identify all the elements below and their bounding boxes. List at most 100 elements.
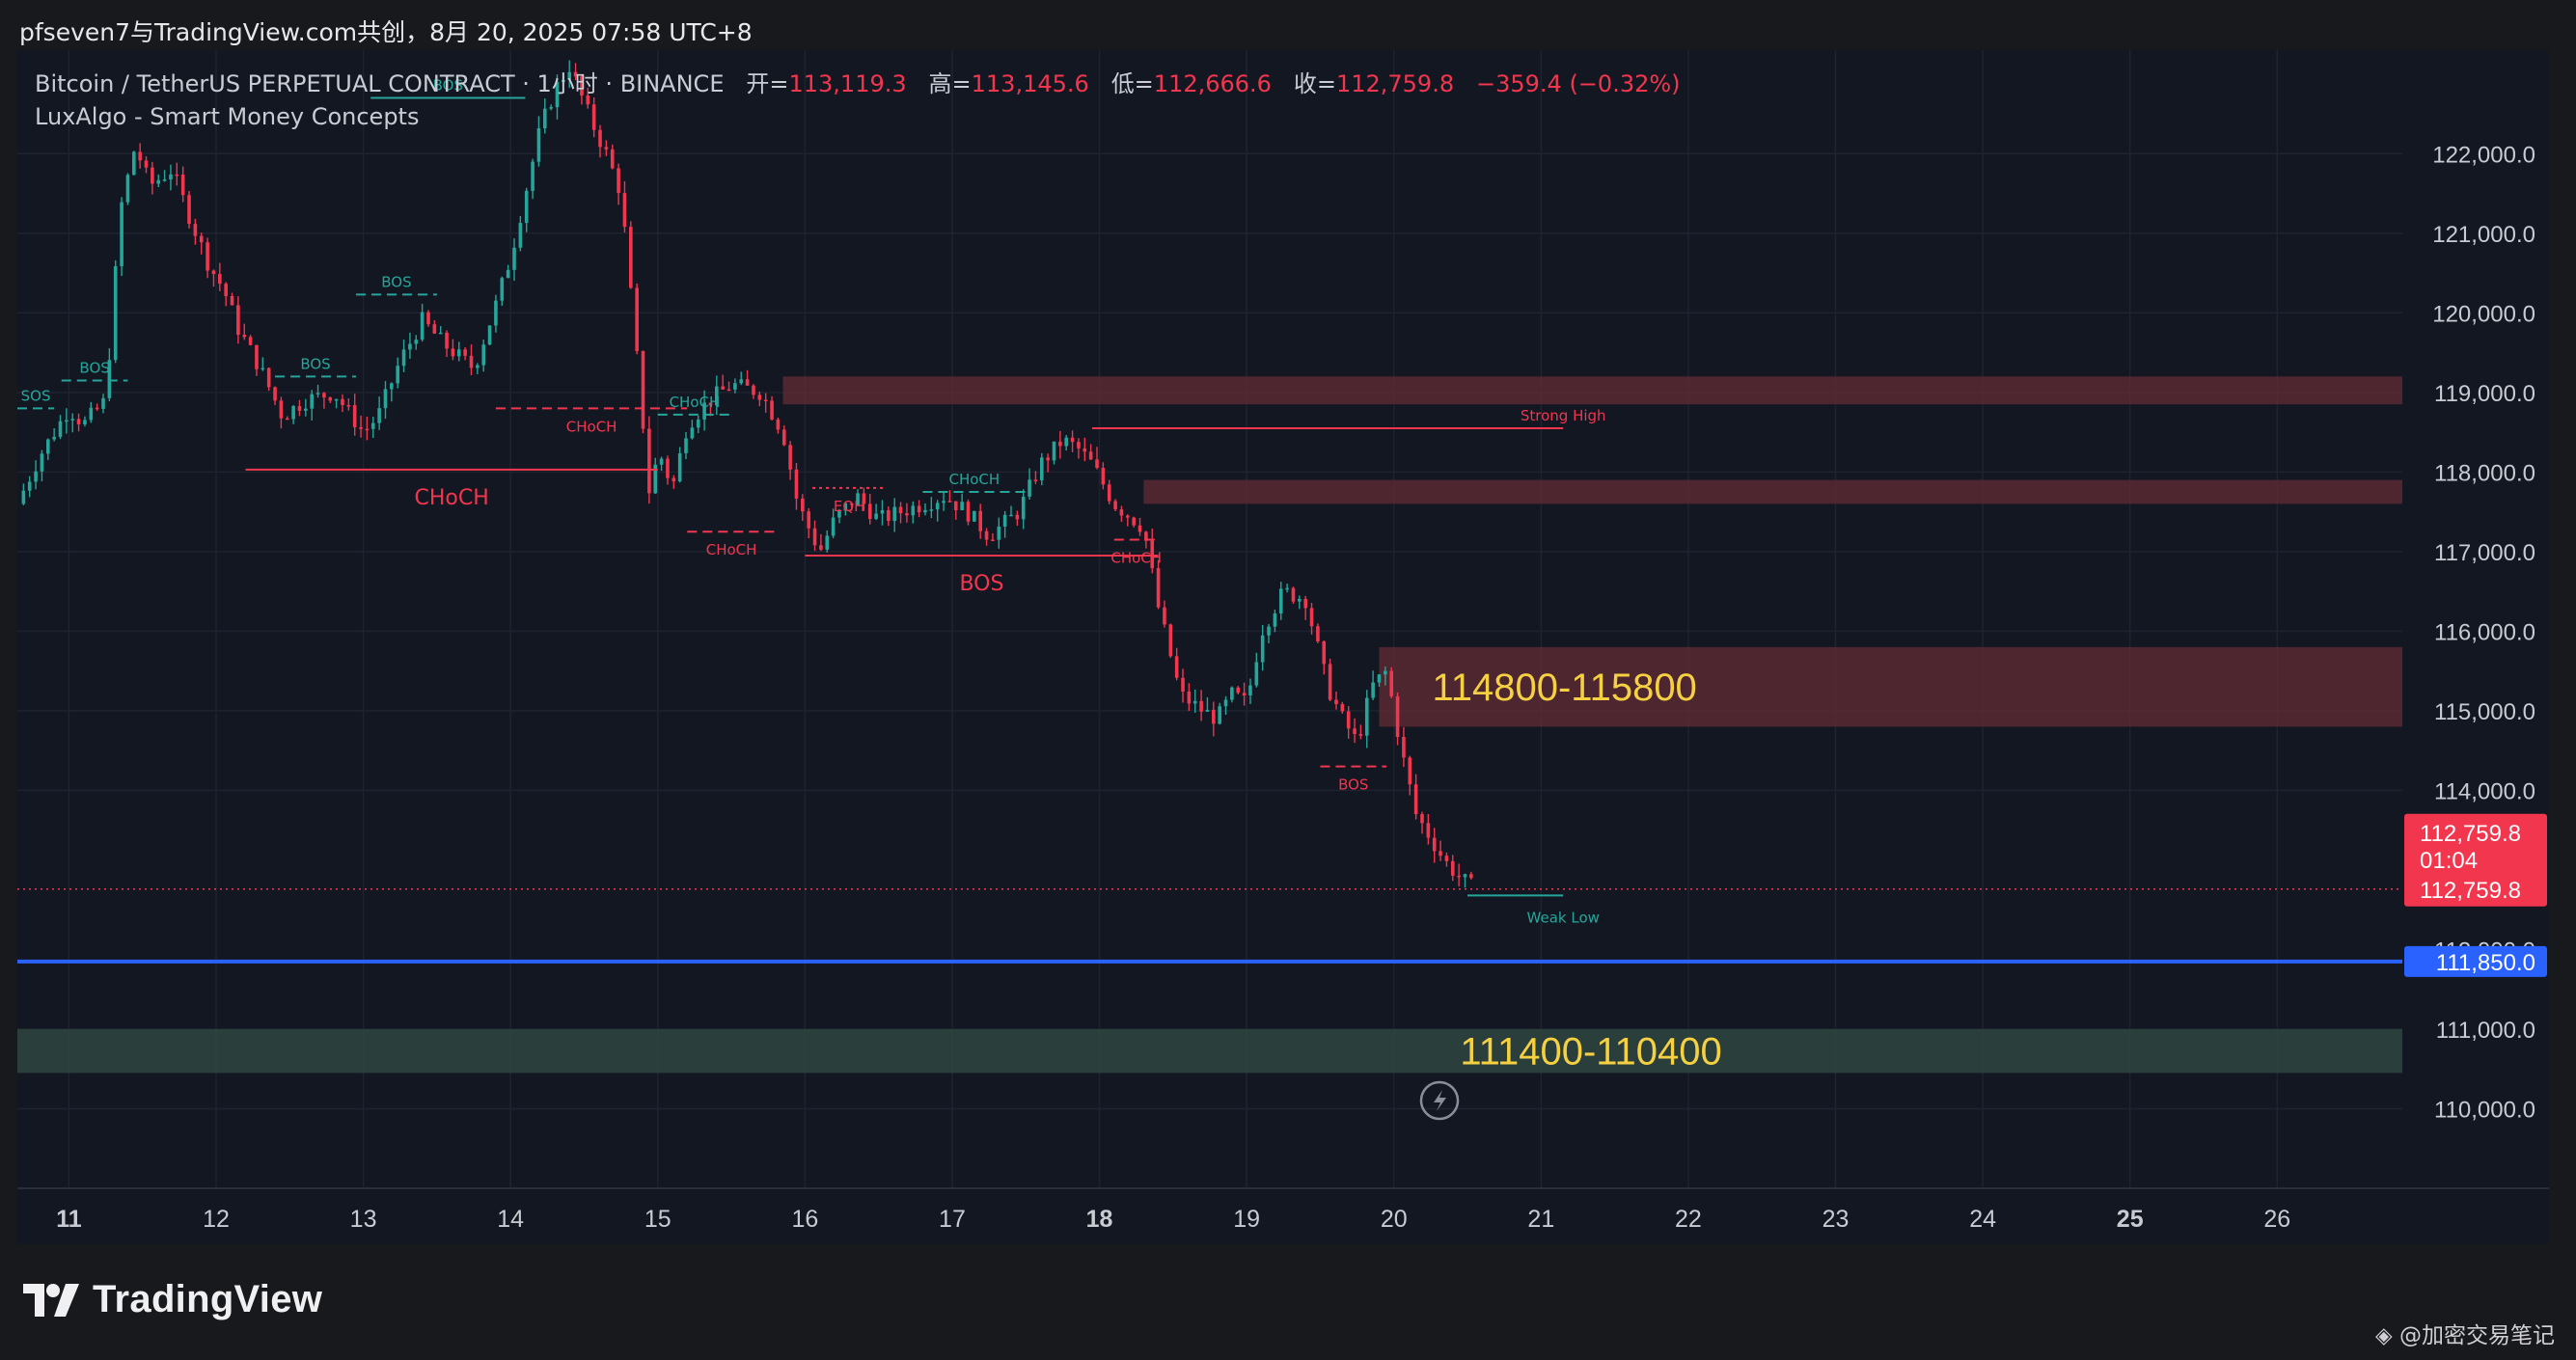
candle-body bbox=[162, 179, 167, 181]
candle-body bbox=[973, 510, 976, 522]
x-tick-label: 23 bbox=[1822, 1206, 1850, 1233]
tradingview-logo[interactable]: TradingView bbox=[23, 1278, 322, 1321]
symbol-name[interactable]: Bitcoin / TetherUS PERPETUAL CONTRACT · … bbox=[35, 70, 725, 97]
candle-body bbox=[377, 408, 381, 423]
price-chart[interactable]: 114800-115800 111400-110400 CHoCH BOS Stron… bbox=[0, 0, 2576, 1254]
candle-body bbox=[1126, 515, 1130, 518]
candle-body bbox=[770, 400, 774, 420]
candle-body bbox=[997, 526, 1001, 540]
candle-body bbox=[138, 151, 142, 161]
candle-body bbox=[180, 175, 185, 196]
candle-body bbox=[21, 490, 26, 504]
candle-body bbox=[255, 344, 259, 369]
x-tick-label: 11 bbox=[56, 1206, 82, 1233]
candle-body bbox=[1346, 711, 1351, 729]
candle-body bbox=[867, 503, 872, 519]
candle-body bbox=[1444, 856, 1449, 861]
candle-body bbox=[966, 502, 971, 522]
candle-body bbox=[500, 278, 505, 301]
candle-body bbox=[383, 389, 388, 409]
candle-body bbox=[438, 332, 443, 335]
candle-body bbox=[1316, 626, 1320, 642]
candle-body bbox=[1218, 706, 1221, 724]
candle-body bbox=[512, 247, 516, 270]
last-price-axis-label: 112,759.8 bbox=[2420, 878, 2521, 904]
candle-body bbox=[456, 349, 461, 357]
candle-body bbox=[659, 458, 664, 465]
candle-body bbox=[328, 397, 333, 401]
candle-body bbox=[1285, 587, 1289, 590]
candle-body bbox=[1113, 501, 1117, 510]
candle-body bbox=[1119, 509, 1124, 516]
candle-body bbox=[531, 161, 534, 191]
price-axis-panel[interactable] bbox=[2402, 50, 2549, 1194]
candle-body bbox=[812, 528, 817, 546]
candle-body bbox=[1107, 484, 1111, 502]
candle-body bbox=[1298, 598, 1302, 602]
y-tick-label: 111,000.0 bbox=[2436, 1018, 2535, 1044]
high-value: 113,145.6 bbox=[971, 70, 1089, 97]
candle-body bbox=[1322, 641, 1327, 665]
candle-body bbox=[776, 419, 781, 430]
supply-zone[interactable] bbox=[1143, 479, 2402, 504]
candle-body bbox=[1426, 823, 1431, 838]
structure-label: CHoCH bbox=[566, 418, 617, 435]
candle-body bbox=[1082, 448, 1087, 452]
candle-body bbox=[801, 498, 805, 512]
tv-logo-icon bbox=[23, 1283, 79, 1317]
candle-body bbox=[653, 464, 658, 494]
y-tick-label: 121,000.0 bbox=[2432, 222, 2535, 248]
share-title: pfseven7与TradingView.com共创，8月 20, 2025 0… bbox=[19, 18, 753, 46]
candle-body bbox=[1439, 851, 1442, 857]
candle-body bbox=[175, 174, 179, 177]
candle-body bbox=[487, 325, 492, 345]
open-label: 开= bbox=[746, 70, 789, 97]
candle-body bbox=[905, 513, 909, 516]
candle-body bbox=[617, 168, 620, 194]
candle-body bbox=[70, 419, 75, 421]
candle-body bbox=[1187, 691, 1192, 704]
candle-body bbox=[1340, 703, 1345, 712]
price-axis[interactable]: 122,000.0 121,000.0 120,000.0 119,000.0 118,… bbox=[2432, 142, 2535, 1123]
candle-body bbox=[1402, 737, 1406, 758]
structure-label: BOS bbox=[959, 572, 1003, 596]
supply-zone[interactable] bbox=[1379, 646, 2402, 727]
candle-body bbox=[991, 539, 995, 542]
candle-body bbox=[641, 351, 645, 429]
structure-label: EQH bbox=[834, 498, 865, 515]
candle-body bbox=[524, 190, 529, 224]
candle-body bbox=[27, 481, 32, 491]
structure-label: CHoCH bbox=[415, 486, 489, 510]
indicator-name[interactable]: LuxAlgo - Smart Money Concepts bbox=[35, 103, 420, 130]
candle-body bbox=[604, 147, 609, 150]
candle-body bbox=[1009, 514, 1013, 517]
candle-body bbox=[671, 477, 676, 482]
candle-body bbox=[856, 493, 860, 505]
x-tick-label: 18 bbox=[1086, 1206, 1113, 1233]
candle-body bbox=[542, 108, 547, 128]
candle-body bbox=[715, 386, 719, 406]
candle-body bbox=[1132, 517, 1136, 526]
candle-body bbox=[476, 365, 480, 368]
supply-zone[interactable] bbox=[782, 376, 2403, 405]
x-tick-label: 15 bbox=[644, 1206, 671, 1233]
candle-body bbox=[1230, 687, 1234, 700]
candle-body bbox=[1260, 635, 1265, 663]
candle-body bbox=[942, 501, 945, 503]
candle-body bbox=[849, 503, 854, 505]
candle-body bbox=[1150, 540, 1155, 569]
candle-body bbox=[726, 389, 731, 392]
close-value: 112,759.8 bbox=[1335, 70, 1455, 97]
candle-body bbox=[432, 324, 437, 334]
candle-body bbox=[65, 420, 69, 422]
time-axis[interactable]: 11 12 13 14 15 16 17 18 19 20 21 22 23 24 25 26 bbox=[56, 1206, 2290, 1233]
candle-body bbox=[107, 360, 112, 398]
candle-body bbox=[1384, 670, 1387, 675]
lightning-icon[interactable] bbox=[1419, 1080, 1460, 1121]
candle-body bbox=[1278, 588, 1283, 614]
demand-zone[interactable] bbox=[17, 1028, 2402, 1074]
candle-body bbox=[1033, 479, 1038, 481]
candle-body bbox=[169, 174, 173, 180]
candle-body bbox=[807, 511, 810, 529]
